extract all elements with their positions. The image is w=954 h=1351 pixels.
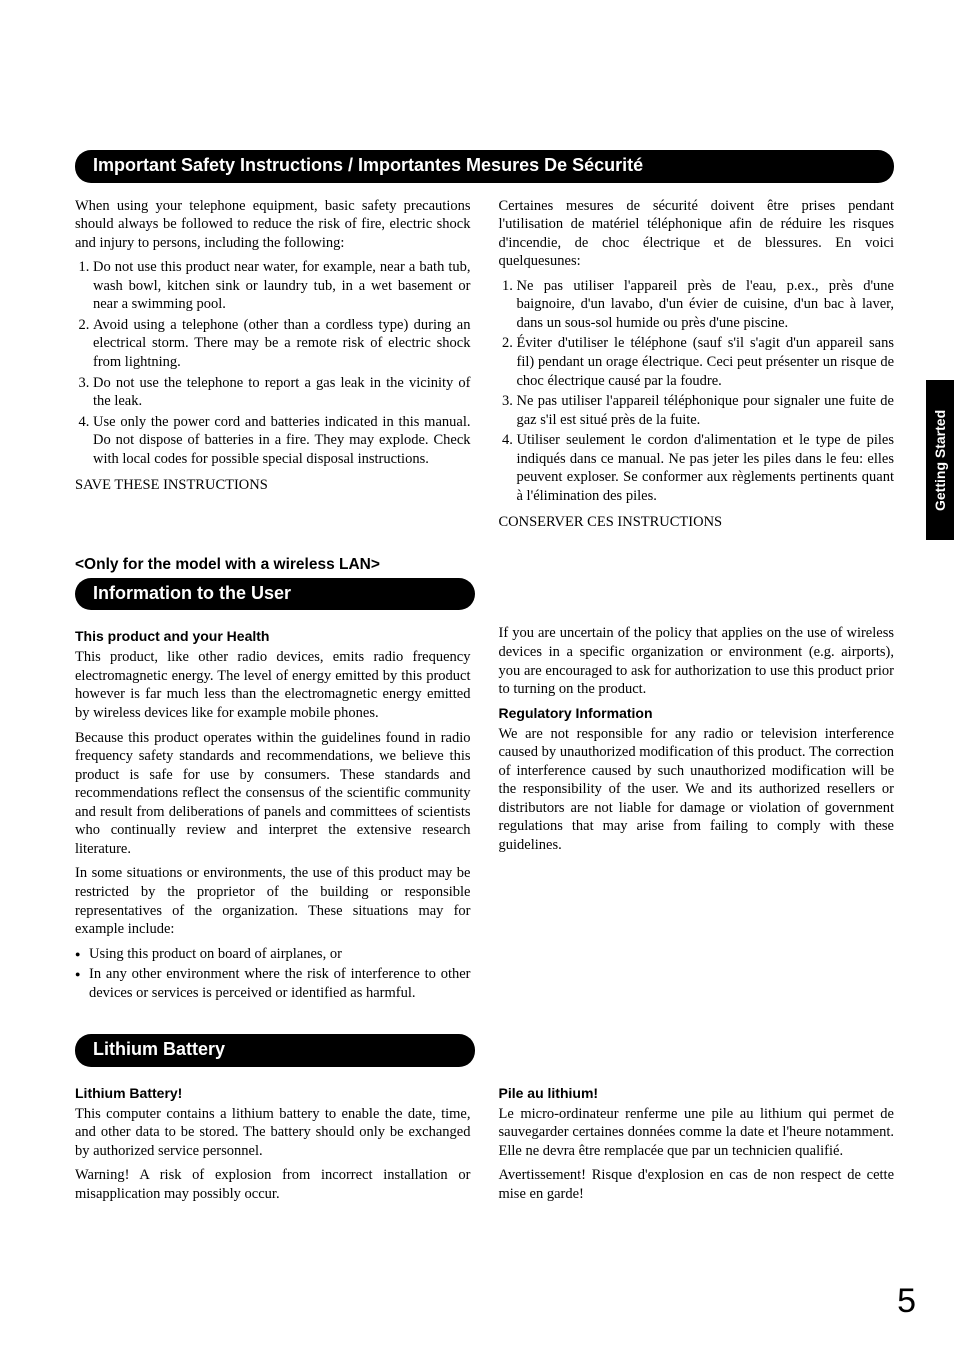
health-bullet: In any other environment where the risk …: [89, 965, 471, 1002]
save-instructions-en: SAVE THESE INSTRUCTIONS: [75, 476, 471, 495]
safety-item: Avoid using a telephone (other than a co…: [93, 316, 471, 372]
safety-list-fr: Ne pas utiliser l'appareil près de l'eau…: [499, 277, 895, 506]
safety-item: Ne pas utiliser l'appareil près de l'eau…: [517, 277, 895, 333]
lithium-heading-en: Lithium Battery!: [75, 1085, 471, 1103]
lithium-paragraph: This computer contains a lithium battery…: [75, 1105, 471, 1161]
info-column-right: If you are uncertain of the policy that …: [499, 624, 895, 1010]
section-title-info-user: Information to the User: [75, 578, 475, 611]
safety-item: Ne pas utiliser l'appareil téléphonique …: [517, 392, 895, 429]
safety-column-fr: Certaines mesures de sécurité doivent êt…: [499, 197, 895, 532]
section-lithium: Lithium Battery Lithium Battery! This co…: [75, 1034, 894, 1209]
safety-item: Do not use the telephone to report a gas…: [93, 374, 471, 411]
health-bullet: Using this product on board of airplanes…: [89, 945, 471, 964]
page-number: 5: [897, 1282, 916, 1321]
safety-item: Éviter d'utiliser le téléphone (sauf s'i…: [517, 334, 895, 390]
safety-item: Utiliser seulement le cordon d'alimentat…: [517, 431, 895, 505]
safety-list-en: Do not use this product near water, for …: [75, 258, 471, 468]
health-paragraph: Because this product operates within the…: [75, 729, 471, 859]
health-paragraph: In some situations or environments, the …: [75, 864, 471, 938]
health-heading: This product and your Health: [75, 628, 471, 646]
document-page: Getting Started Important Safety Instruc…: [0, 0, 954, 1351]
save-instructions-fr: CONSERVER CES INSTRUCTIONS: [499, 513, 895, 532]
section-safety: Important Safety Instructions / Importan…: [75, 150, 894, 532]
info-paragraph: If you are uncertain of the policy that …: [499, 624, 895, 698]
safety-intro-en: When using your telephone equipment, bas…: [75, 197, 471, 253]
section-info-user: <Only for the model with a wireless LAN>…: [75, 556, 894, 1010]
health-bullet-list: Using this product on board of airplanes…: [75, 945, 471, 1003]
health-paragraph: This product, like other radio devices, …: [75, 648, 471, 722]
lithium-paragraph: Warning! A risk of explosion from incorr…: [75, 1166, 471, 1203]
safety-intro-fr: Certaines mesures de sécurité doivent êt…: [499, 197, 895, 271]
lithium-column-en: Lithium Battery! This computer contains …: [75, 1081, 471, 1210]
lithium-column-fr: Pile au lithium! Le micro-ordinateur ren…: [499, 1081, 895, 1210]
lithium-heading-fr: Pile au lithium!: [499, 1085, 895, 1103]
lithium-paragraph: Avertissement! Risque d'explosion en cas…: [499, 1166, 895, 1203]
safety-item: Use only the power cord and batteries in…: [93, 413, 471, 469]
side-tab-getting-started: Getting Started: [926, 380, 954, 540]
safety-item: Do not use this product near water, for …: [93, 258, 471, 314]
section-title-lithium: Lithium Battery: [75, 1034, 475, 1067]
section-title-safety: Important Safety Instructions / Importan…: [75, 150, 894, 183]
safety-column-en: When using your telephone equipment, bas…: [75, 197, 471, 532]
regulatory-heading: Regulatory Information: [499, 705, 895, 723]
wlan-only-note: <Only for the model with a wireless LAN>: [75, 556, 894, 574]
lithium-paragraph: Le micro-ordinateur renferme une pile au…: [499, 1105, 895, 1161]
regulatory-paragraph: We are not responsible for any radio or …: [499, 725, 895, 855]
info-column-left: This product and your Health This produc…: [75, 624, 471, 1010]
